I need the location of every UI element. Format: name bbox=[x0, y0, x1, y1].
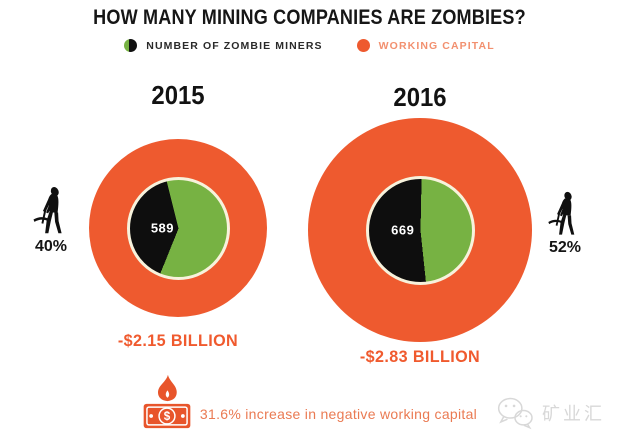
zombie-miners-legend-label: NUMBER OF ZOMBIE MINERS bbox=[146, 39, 323, 52]
working-capital-legend-icon bbox=[356, 39, 370, 52]
zombie-miner-icon-2015 bbox=[33, 187, 62, 234]
zombie-miners-legend-icon bbox=[124, 39, 138, 52]
zombie-share-pct-2015: 40% bbox=[34, 238, 68, 255]
working-capital-circle-2015: 589 bbox=[89, 139, 267, 317]
zombie-miners-count-2015: 589 bbox=[150, 220, 175, 236]
watermark: 矿业汇 bbox=[496, 396, 605, 430]
zombie-miners-count-2016: 669 bbox=[391, 222, 415, 238]
annotation-text: 31.6% increase in negative working capit… bbox=[199, 406, 478, 422]
legend-item-zombie-miners: NUMBER OF ZOMBIE MINERS bbox=[124, 39, 322, 52]
year-label-2016: 2016 bbox=[393, 82, 447, 112]
zombie-pie-2015: 589 bbox=[126, 176, 230, 280]
watermark-text: 矿业汇 bbox=[542, 404, 605, 424]
svg-text:$: $ bbox=[164, 410, 171, 423]
legend: NUMBER OF ZOMBIE MINERS WORKING CAPITAL bbox=[0, 39, 619, 52]
wechat-icon bbox=[497, 397, 533, 430]
zombie-pie-2016: 669 bbox=[365, 175, 475, 285]
working-capital-label-2016: -$2.83 BILLION bbox=[359, 347, 481, 366]
burning-money-icon: $ bbox=[143, 374, 191, 429]
working-capital-label-2015: -$2.15 BILLION bbox=[117, 331, 239, 350]
legend-item-working-capital: WORKING CAPITAL bbox=[356, 39, 495, 52]
footer-note: $ 31.6% increase in negative working cap… bbox=[0, 374, 619, 430]
working-capital-legend-label: WORKING CAPITAL bbox=[378, 39, 495, 52]
year-label-2015: 2015 bbox=[151, 80, 205, 110]
working-capital-circle-2016: 669 bbox=[308, 118, 532, 342]
zombie-share-pct-2016: 52% bbox=[548, 239, 582, 256]
zombie-miner-icon-2016 bbox=[548, 191, 575, 235]
page-title: HOW MANY MINING COMPANIES ARE ZOMBIES? bbox=[93, 6, 526, 29]
